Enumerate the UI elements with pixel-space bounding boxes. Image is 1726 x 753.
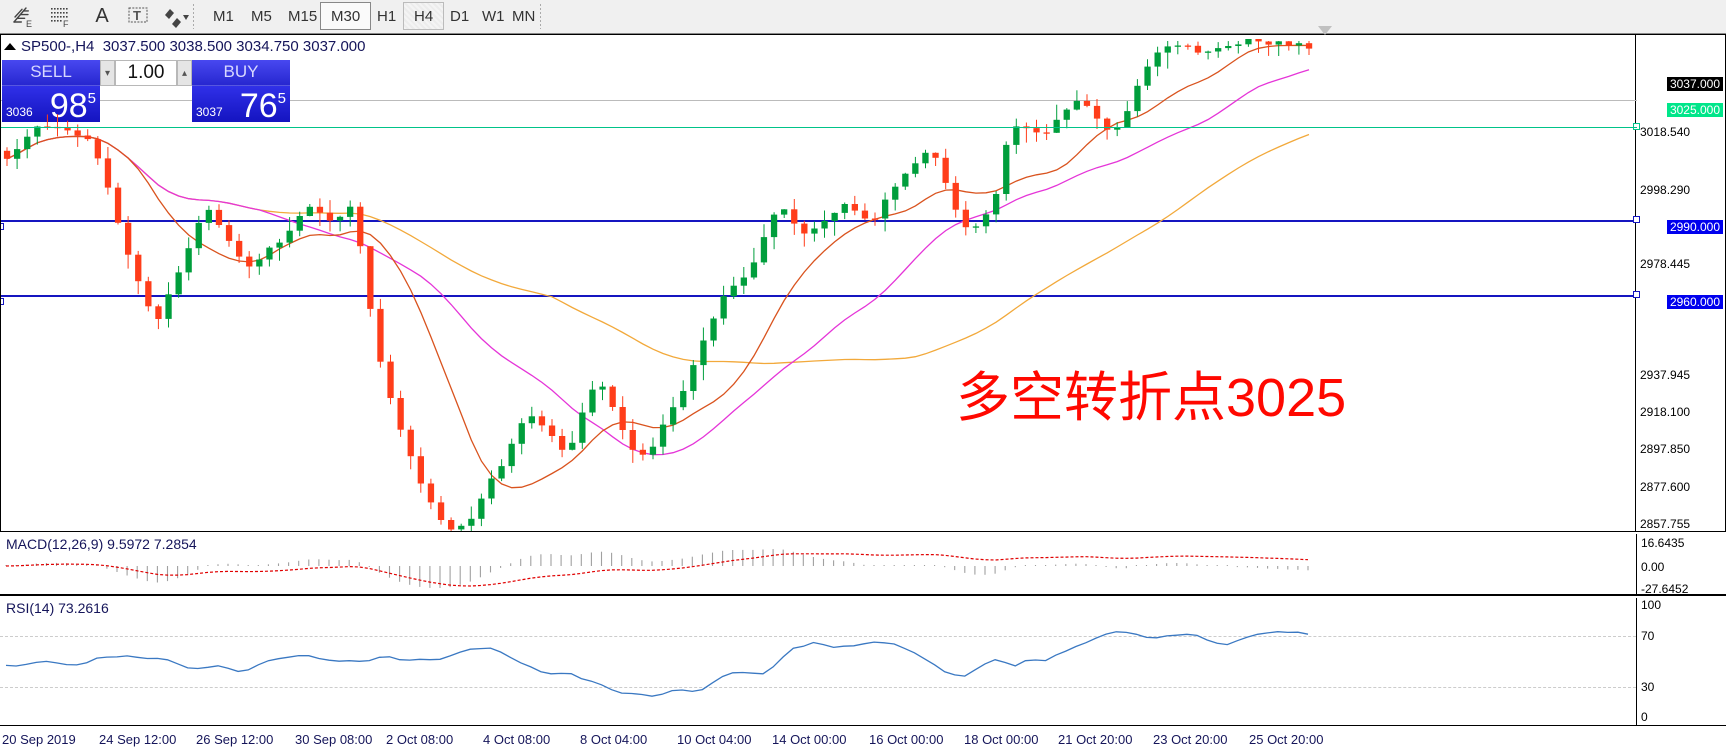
svg-text:F: F xyxy=(63,19,69,28)
svg-text:T: T xyxy=(133,8,141,23)
svg-text:E: E xyxy=(26,19,32,28)
